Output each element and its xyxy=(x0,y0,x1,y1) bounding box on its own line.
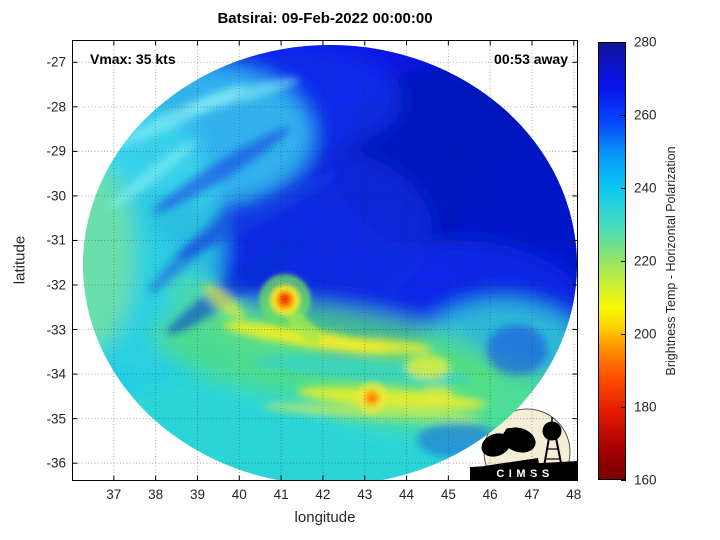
y-tick-label: -36 xyxy=(46,455,66,471)
y-tick-label: -33 xyxy=(46,322,66,338)
x-tick-label: 45 xyxy=(440,487,456,502)
microwave-swath-image xyxy=(83,45,577,481)
x-tick-label: 46 xyxy=(482,487,498,502)
y-tick-label: -31 xyxy=(46,232,66,248)
cimss-logo: CIMSS xyxy=(470,408,578,481)
x-tick-label: 40 xyxy=(231,487,247,502)
colorbar-tick-mark xyxy=(621,407,626,408)
colorbar-tick-label: 180 xyxy=(634,399,657,415)
y-tick-label: -29 xyxy=(46,143,66,159)
colorbar-tick-mark xyxy=(621,188,626,189)
x-tick-label: 38 xyxy=(148,487,164,502)
x-tick-label: 41 xyxy=(273,487,289,502)
colorbar-tick-mark xyxy=(621,115,626,116)
logo-text: CIMSS xyxy=(496,468,553,480)
x-tick-label: 48 xyxy=(566,487,582,502)
colorbar-tick-label: 220 xyxy=(634,253,657,269)
colorbar-tick-label: 240 xyxy=(634,180,657,196)
colorbar-tick-mark xyxy=(621,334,626,335)
y-tick-label: -32 xyxy=(46,277,66,293)
eye-convective-burst xyxy=(259,274,321,345)
y-tick-label: -28 xyxy=(46,99,66,115)
colorbar-tick-mark xyxy=(621,42,626,43)
y-tick-label: -35 xyxy=(46,411,66,427)
x-tick-label: 47 xyxy=(524,487,540,502)
colorbar-tick-label: 200 xyxy=(634,326,657,342)
y-axis-label: latitude xyxy=(11,235,29,285)
plot-title: Batsirai: 09-Feb-2022 00:00:00 xyxy=(217,10,433,27)
colorbar-tick-mark xyxy=(621,480,626,481)
plot-area: CIMSS xyxy=(72,40,578,481)
water-tower-tank-icon xyxy=(542,421,562,441)
y-tick-label: -30 xyxy=(46,188,66,204)
x-tick-label: 44 xyxy=(399,487,415,502)
secondary-convective-cell xyxy=(356,382,388,414)
x-axis-label: longitude xyxy=(294,509,356,526)
logo-banner xyxy=(470,461,578,481)
axes-frame xyxy=(72,40,578,481)
eta-annotation: 00:53 away xyxy=(494,51,568,67)
colorbar-label: Brightness Temp - Horizontal Polarizatio… xyxy=(664,146,678,376)
colorbar-tick-label: 160 xyxy=(634,472,657,488)
y-tick-label: -27 xyxy=(46,54,66,70)
y-tick-label: -34 xyxy=(46,366,66,382)
x-tick-label: 39 xyxy=(189,487,205,502)
x-tick-label: 43 xyxy=(357,487,373,502)
x-tick-label: 37 xyxy=(106,487,122,502)
grid-lines xyxy=(72,40,578,481)
x-tick-label: 42 xyxy=(315,487,331,502)
vmax-annotation: Vmax: 35 kts xyxy=(90,51,176,67)
colorbar-tick-mark xyxy=(621,261,626,262)
colorbar-tick-label: 260 xyxy=(634,107,657,123)
colorbar-tick-label: 280 xyxy=(634,34,657,50)
